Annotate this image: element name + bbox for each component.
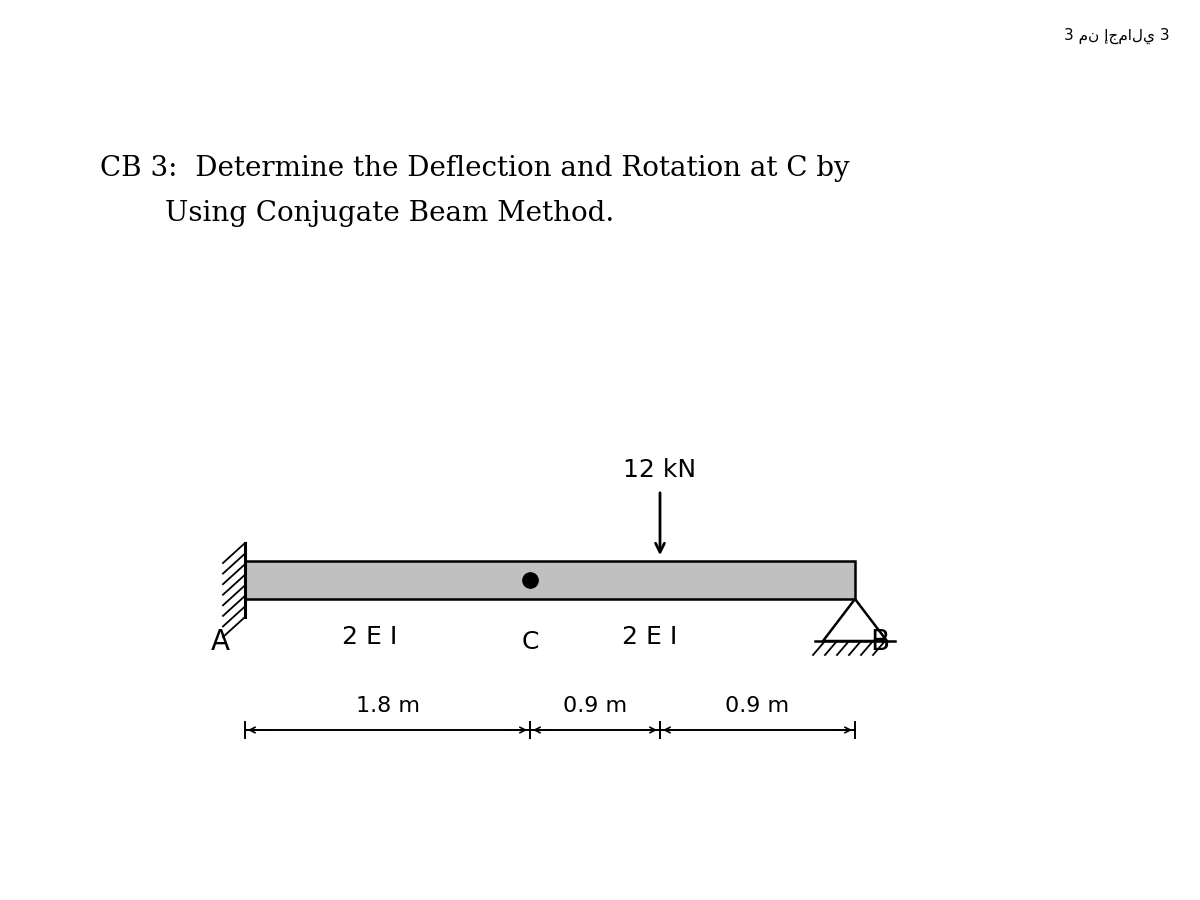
Text: 0.9 m: 0.9 m (726, 696, 790, 716)
Text: A: A (211, 628, 230, 656)
Bar (245, 561, 854, 599)
Text: 0.9 m: 0.9 m (563, 696, 628, 716)
Text: B: B (870, 628, 889, 656)
Text: Using Conjugate Beam Method.: Using Conjugate Beam Method. (166, 200, 614, 227)
Text: 12 kN: 12 kN (624, 458, 696, 482)
Text: 1.8 m: 1.8 m (355, 696, 420, 716)
Text: CB 3:  Determine the Deflection and Rotation at C by: CB 3: Determine the Deflection and Rotat… (100, 155, 850, 182)
Text: 3 من إجمالي 3: 3 من إجمالي 3 (1064, 28, 1170, 44)
Text: 2 E I: 2 E I (623, 625, 678, 649)
Text: C: C (521, 630, 539, 654)
Polygon shape (823, 599, 887, 641)
Text: 2 E I: 2 E I (342, 625, 397, 649)
